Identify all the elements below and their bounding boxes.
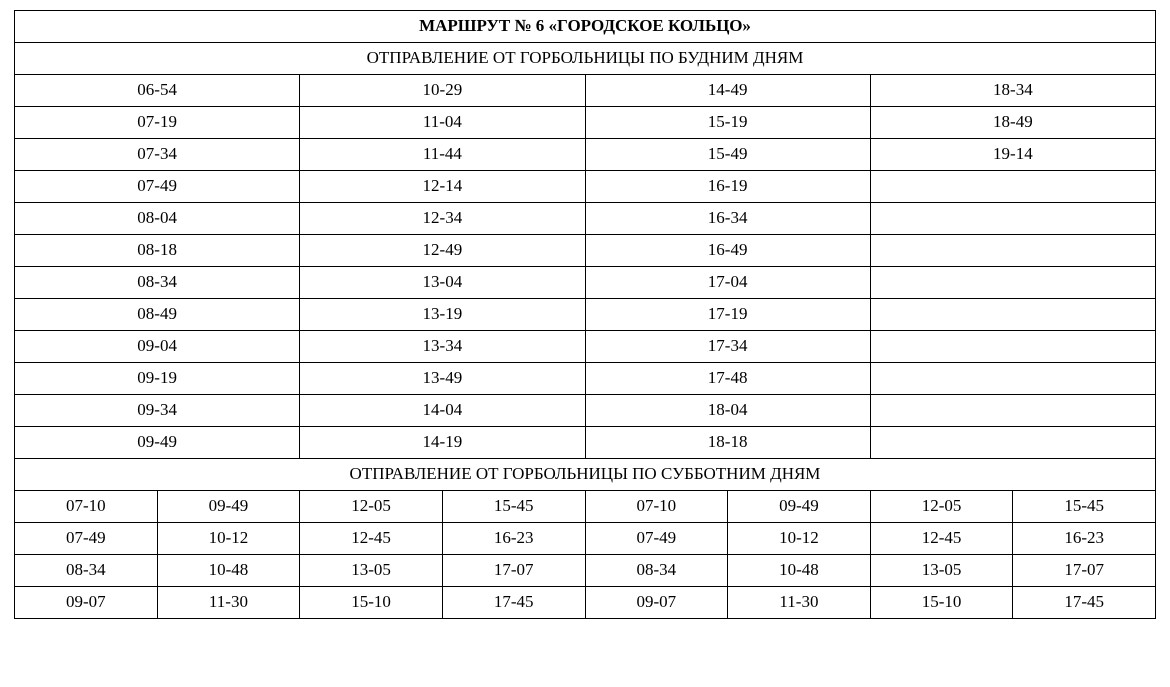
weekday-cell: 13-19 xyxy=(300,299,585,331)
saturday-cell: 16-23 xyxy=(442,523,585,555)
weekday-cell: 18-34 xyxy=(870,75,1155,107)
weekday-cell: 18-04 xyxy=(585,395,870,427)
saturday-cell: 08-34 xyxy=(15,555,158,587)
weekday-cell xyxy=(870,171,1155,203)
weekday-cell xyxy=(870,299,1155,331)
weekday-cell: 11-44 xyxy=(300,139,585,171)
weekday-cell: 17-04 xyxy=(585,267,870,299)
saturday-cell: 15-10 xyxy=(870,587,1013,619)
saturday-heading: ОТПРАВЛЕНИЕ ОТ ГОРБОЛЬНИЦЫ ПО СУББОТНИМ … xyxy=(15,459,1156,491)
weekday-cell: 17-19 xyxy=(585,299,870,331)
saturday-cell: 13-05 xyxy=(870,555,1013,587)
saturday-cell: 10-12 xyxy=(157,523,300,555)
saturday-cell: 15-45 xyxy=(1013,491,1156,523)
weekday-cell: 07-49 xyxy=(15,171,300,203)
weekday-cell xyxy=(870,203,1155,235)
saturday-cell: 07-49 xyxy=(585,523,728,555)
weekday-cell: 07-19 xyxy=(15,107,300,139)
weekday-cell: 07-34 xyxy=(15,139,300,171)
weekday-cell: 08-18 xyxy=(15,235,300,267)
weekday-cell: 14-04 xyxy=(300,395,585,427)
weekday-cell: 09-19 xyxy=(15,363,300,395)
weekday-cell: 13-34 xyxy=(300,331,585,363)
weekday-cell: 09-34 xyxy=(15,395,300,427)
saturday-cell: 16-23 xyxy=(1013,523,1156,555)
saturday-cell: 10-12 xyxy=(728,523,871,555)
weekday-cell: 16-49 xyxy=(585,235,870,267)
saturday-cell: 11-30 xyxy=(157,587,300,619)
saturday-cell: 09-49 xyxy=(728,491,871,523)
weekday-cell: 09-49 xyxy=(15,427,300,459)
weekday-cell xyxy=(870,267,1155,299)
saturday-cell: 13-05 xyxy=(300,555,443,587)
weekday-cell xyxy=(870,235,1155,267)
weekday-cell xyxy=(870,427,1155,459)
weekday-cell: 13-49 xyxy=(300,363,585,395)
saturday-cell: 12-05 xyxy=(870,491,1013,523)
weekday-cell xyxy=(870,363,1155,395)
weekday-cell xyxy=(870,395,1155,427)
saturday-cell: 12-45 xyxy=(870,523,1013,555)
saturday-cell: 07-49 xyxy=(15,523,158,555)
weekday-cell: 18-49 xyxy=(870,107,1155,139)
weekday-cell: 12-14 xyxy=(300,171,585,203)
saturday-cell: 07-10 xyxy=(15,491,158,523)
saturday-cell: 17-45 xyxy=(442,587,585,619)
weekday-cell: 16-34 xyxy=(585,203,870,235)
weekday-cell: 18-18 xyxy=(585,427,870,459)
saturday-cell: 07-10 xyxy=(585,491,728,523)
weekday-cell: 15-19 xyxy=(585,107,870,139)
weekday-cell: 09-04 xyxy=(15,331,300,363)
weekday-cell: 11-04 xyxy=(300,107,585,139)
weekday-cell: 08-04 xyxy=(15,203,300,235)
saturday-cell: 11-30 xyxy=(728,587,871,619)
saturday-cell: 12-05 xyxy=(300,491,443,523)
saturday-cell: 17-45 xyxy=(1013,587,1156,619)
weekday-cell xyxy=(870,331,1155,363)
weekday-cell: 08-34 xyxy=(15,267,300,299)
weekday-cell: 19-14 xyxy=(870,139,1155,171)
weekday-cell: 15-49 xyxy=(585,139,870,171)
saturday-cell: 09-07 xyxy=(15,587,158,619)
weekday-cell: 12-34 xyxy=(300,203,585,235)
saturday-cell: 17-07 xyxy=(442,555,585,587)
saturday-cell: 09-49 xyxy=(157,491,300,523)
saturday-cell: 09-07 xyxy=(585,587,728,619)
weekday-heading: ОТПРАВЛЕНИЕ ОТ ГОРБОЛЬНИЦЫ ПО БУДНИМ ДНЯ… xyxy=(15,43,1156,75)
saturday-cell: 15-45 xyxy=(442,491,585,523)
weekday-cell: 06-54 xyxy=(15,75,300,107)
saturday-cell: 08-34 xyxy=(585,555,728,587)
saturday-cell: 12-45 xyxy=(300,523,443,555)
weekday-cell: 13-04 xyxy=(300,267,585,299)
weekday-cell: 12-49 xyxy=(300,235,585,267)
weekday-cell: 14-19 xyxy=(300,427,585,459)
weekday-cell: 10-29 xyxy=(300,75,585,107)
schedule-table: МАРШРУТ № 6 «ГОРОДСКОЕ КОЛЬЦО»ОТПРАВЛЕНИ… xyxy=(14,10,1156,619)
saturday-cell: 17-07 xyxy=(1013,555,1156,587)
route-title: МАРШРУТ № 6 «ГОРОДСКОЕ КОЛЬЦО» xyxy=(15,11,1156,43)
weekday-cell: 17-48 xyxy=(585,363,870,395)
saturday-cell: 10-48 xyxy=(728,555,871,587)
weekday-cell: 08-49 xyxy=(15,299,300,331)
saturday-cell: 10-48 xyxy=(157,555,300,587)
saturday-cell: 15-10 xyxy=(300,587,443,619)
weekday-cell: 14-49 xyxy=(585,75,870,107)
weekday-cell: 16-19 xyxy=(585,171,870,203)
weekday-cell: 17-34 xyxy=(585,331,870,363)
